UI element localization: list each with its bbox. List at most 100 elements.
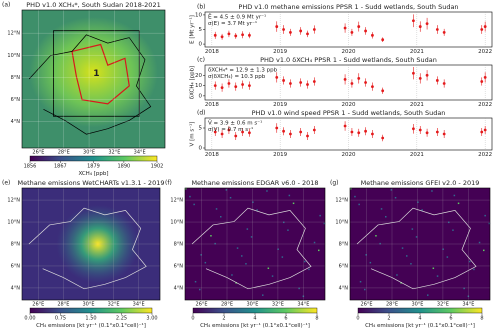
data-point (234, 134, 238, 138)
x-tick-label: 32°E (108, 302, 120, 308)
emission-pixel (220, 216, 222, 218)
x-tick-label: 30°E (246, 302, 258, 308)
data-point (248, 33, 251, 37)
y-tick-label: 0 (199, 42, 203, 48)
x-tick-label: 2022 (478, 102, 492, 108)
data-point (371, 33, 374, 37)
y-tick-label: 8°N (11, 75, 21, 81)
x-tick-label: 30°E (411, 302, 423, 308)
map-frame (21, 187, 161, 301)
emission-pixel (277, 248, 279, 250)
x-tick-label: 32°E (108, 150, 120, 156)
y-tick-label: 20 (195, 73, 202, 79)
emission-pixel (281, 256, 284, 258)
colorbar-label: XCH₄ [ppb] (78, 171, 108, 177)
data-point (357, 25, 361, 28)
x-tick-label: 32°E (272, 302, 284, 308)
y-tick-label: 6°N (339, 263, 349, 269)
emission-pixel (436, 275, 439, 277)
colorbar-tick-label: 3.00 (146, 316, 157, 322)
data-point (483, 75, 487, 79)
y-tick-label: 0 (199, 93, 203, 99)
x-tick-label: 34°E (134, 150, 146, 156)
data-point (227, 128, 231, 132)
data-point (312, 128, 316, 132)
x-tick-label: 34°E (462, 302, 474, 308)
data-point (241, 33, 244, 37)
x-tick-label: 32°E (437, 302, 449, 308)
data-point (227, 32, 231, 36)
data-point (220, 35, 224, 39)
emission-pixel (484, 214, 486, 217)
y-tick-label: 10°N (7, 220, 20, 226)
data-point (282, 129, 285, 133)
map-frame (349, 187, 491, 301)
panel-label: (c) (197, 57, 205, 64)
data-point (480, 130, 484, 134)
emission-pixel (200, 254, 202, 256)
data-point (220, 132, 224, 136)
y-axis-label: E [Mt yr⁻¹] (189, 15, 196, 44)
data-point (220, 86, 224, 90)
emission-pixel (236, 247, 239, 249)
colorbar-label: CH₄ emissions [kt yr⁻¹ (0.1°x0.1°cell)⁻¹… (36, 322, 146, 329)
y-tick-label: 12°N (7, 198, 20, 204)
data-point (418, 128, 422, 132)
x-tick-label: 2018 (205, 102, 219, 108)
emission-pixel (350, 188, 352, 190)
data-point (289, 31, 292, 34)
x-tick-label: 26°E (196, 302, 208, 308)
data-point (425, 73, 429, 77)
data-point (412, 127, 415, 131)
emission-pixel (469, 260, 471, 263)
emission-pixel (267, 267, 270, 270)
emission-pixel (379, 242, 381, 245)
y-axis-label: V [m s⁻¹] (189, 122, 196, 147)
y-tick-label: 0 (199, 146, 203, 152)
emission-pixel (271, 275, 274, 277)
emission-pixel (194, 280, 197, 283)
x-tick-label: 26°E (32, 302, 44, 308)
emission-pixel (427, 294, 429, 296)
emission-pixel (241, 255, 243, 257)
data-point (425, 22, 429, 26)
data-point (343, 78, 347, 81)
data-point (350, 31, 354, 34)
y-tick-label: 12°N (335, 198, 348, 204)
data-point (364, 81, 367, 84)
emission-pixel (250, 236, 253, 238)
emission-pixel (199, 288, 201, 291)
data-point (289, 82, 292, 85)
colorbar-tick-label: 0.75 (55, 316, 66, 322)
data-point (364, 29, 367, 33)
data-point (442, 132, 446, 136)
x-tick-label: 34°E (133, 302, 145, 308)
emission-pixel (185, 188, 187, 190)
colorbar-tick-label: 6 (449, 316, 452, 322)
emission-pixel (396, 274, 398, 276)
panel-label: (d) (197, 110, 206, 117)
data-point (425, 131, 429, 135)
emission-pixel (488, 222, 491, 225)
emission-pixel (214, 242, 216, 245)
emission-pixel (375, 235, 377, 237)
emission-pixel (266, 190, 268, 192)
emission-pixel (431, 190, 433, 192)
emission-pixel (318, 249, 320, 252)
colorbar-tick-label: 1867 (54, 164, 67, 170)
stats-annotation: σ(E) = 3.7 Mt yr⁻¹ (208, 20, 257, 27)
emission-pixel (457, 202, 460, 205)
heat-area (29, 16, 158, 128)
chart-title: PHD v1.0 δXCH₄ PPSR 1 - Sudd wetlands, S… (260, 56, 437, 64)
x-tick-label: 2022 (478, 152, 492, 158)
y-tick-label: 5 (199, 126, 203, 132)
data-point (364, 129, 367, 133)
emission-pixel (452, 229, 454, 231)
chart-title: Methane emissions GFEI v2.0 - 2019 (361, 179, 480, 187)
data-point (299, 130, 303, 134)
emission-pixel (385, 216, 387, 218)
data-point (241, 130, 244, 134)
emission-pixel (364, 288, 366, 291)
